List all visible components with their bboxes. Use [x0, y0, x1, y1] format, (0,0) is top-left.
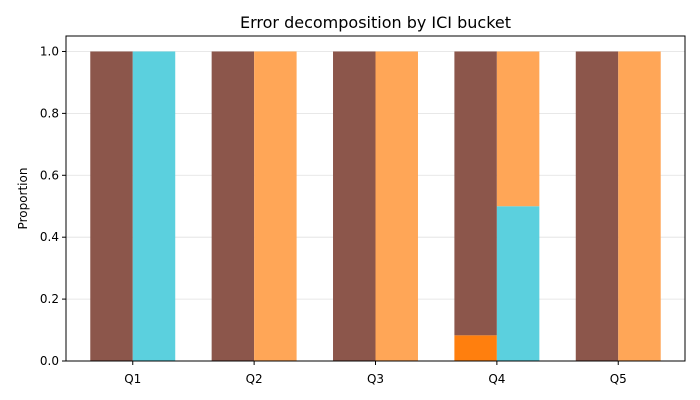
bar-q4-left [454, 335, 497, 361]
x-tick-label: Q5 [610, 372, 627, 386]
bar-q3-right [375, 51, 418, 361]
bar-q1-left [90, 51, 133, 361]
bar-q2-right [254, 51, 297, 361]
y-tick-label: 0.2 [40, 292, 59, 306]
chart-title: Error decomposition by ICI bucket [240, 13, 511, 32]
x-tick-label: Q4 [488, 372, 505, 386]
bar-q4-right [496, 51, 540, 207]
bar-q4-right [496, 206, 540, 361]
x-tick-label: Q3 [367, 372, 384, 386]
y-tick-label: 0.0 [40, 354, 59, 368]
bar-q1-right [132, 51, 176, 361]
axes: 0.0 0.2 0.4 0.6 0.8 1.0 Q1 Q2 Q3 Q4 Q5 [40, 44, 627, 386]
bar-q2-left [211, 51, 255, 361]
bar-q5-right [618, 51, 661, 361]
y-axis-label: Proportion [16, 168, 30, 230]
y-tick-label: 0.6 [40, 168, 59, 182]
y-tick-label: 0.8 [40, 106, 59, 120]
bar-q4-left [454, 51, 497, 336]
bar-q5-left [575, 51, 619, 361]
x-tick-label: Q2 [246, 372, 263, 386]
x-tick-label: Q1 [124, 372, 141, 386]
bar-q3-left [333, 51, 376, 361]
y-tick-label: 1.0 [40, 44, 59, 58]
y-tick-label: 0.4 [40, 230, 59, 244]
bars [90, 51, 661, 361]
